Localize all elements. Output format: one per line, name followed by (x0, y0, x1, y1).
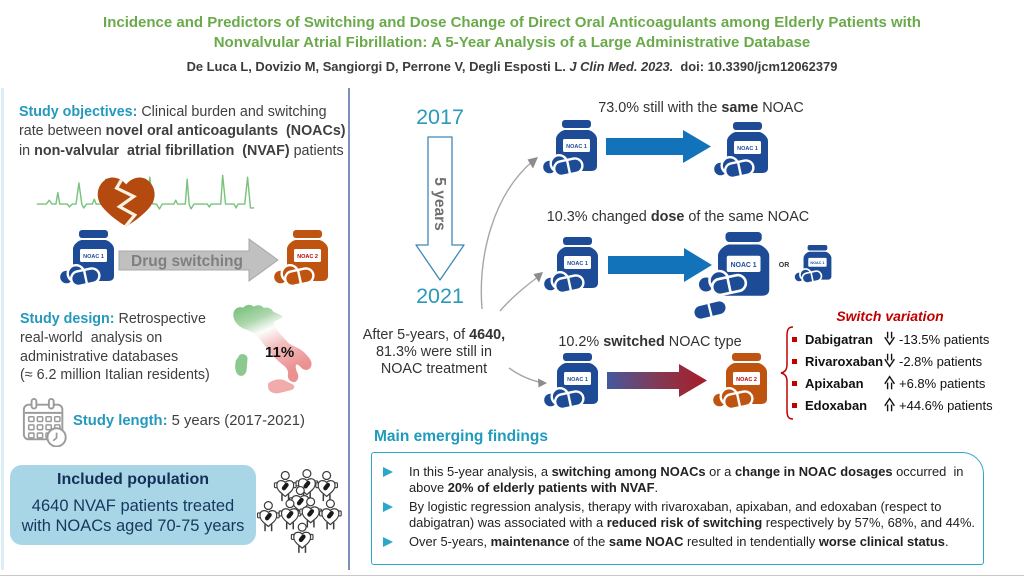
svg-text:5 years: 5 years (431, 177, 448, 230)
svg-text:Drug switching: Drug switching (131, 253, 243, 270)
svg-text:OR: OR (779, 262, 790, 269)
